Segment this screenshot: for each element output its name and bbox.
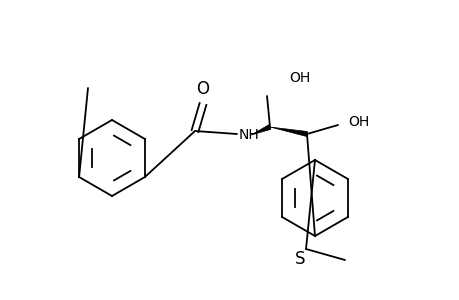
Text: NH: NH	[239, 128, 259, 142]
Text: OH: OH	[347, 115, 369, 129]
Text: O: O	[196, 80, 209, 98]
Text: S: S	[294, 250, 304, 268]
Text: OH: OH	[288, 71, 309, 85]
Polygon shape	[269, 127, 307, 136]
Polygon shape	[251, 125, 270, 135]
